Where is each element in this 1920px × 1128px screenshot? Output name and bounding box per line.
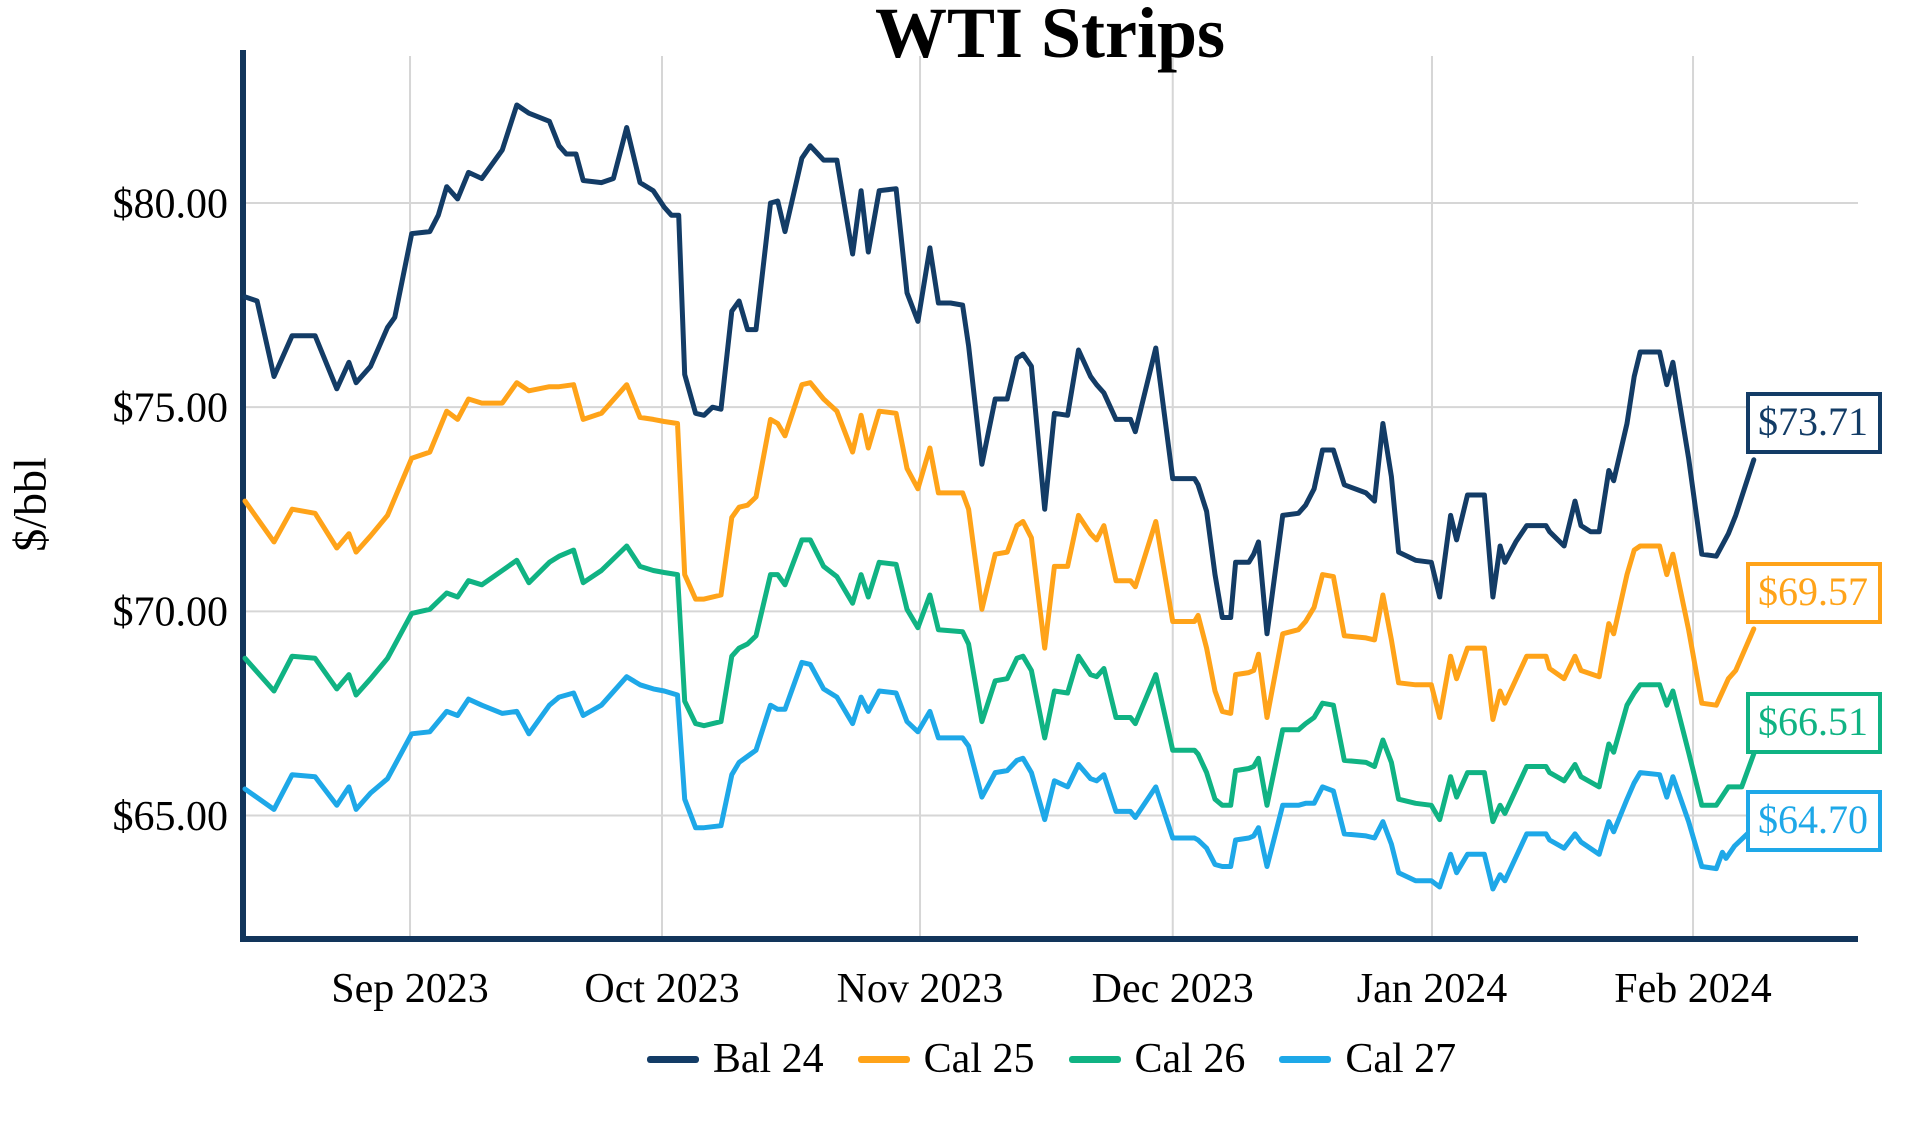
series-line-cal25 <box>242 380 1757 722</box>
legend-item-cal26: Cal 26 <box>1068 1036 1246 1082</box>
end-value-label-cal27: $64.70 <box>1746 790 1882 852</box>
legend-label-cal27: Cal 27 <box>1345 1036 1457 1082</box>
legend-label-bal24: Bal 24 <box>712 1036 824 1082</box>
end-value-label-bal24: $73.71 <box>1746 392 1882 454</box>
end-value-label-cal25: $69.57 <box>1746 562 1882 624</box>
chart-title: WTI Strips <box>874 0 1226 73</box>
end-value-label-cal26: $66.51 <box>1746 692 1882 754</box>
series-line-cal27 <box>242 659 1757 892</box>
cal27-line-swatch-icon <box>1279 1055 1332 1063</box>
legend-label-cal26: Cal 26 <box>1134 1036 1246 1082</box>
y-tick-label: $80.00 <box>113 181 229 227</box>
x-tick-label: Nov 2023 <box>837 966 1004 1012</box>
y-tick-label: $70.00 <box>113 590 229 636</box>
series-line-cal26 <box>242 537 1757 825</box>
x-tick-label: Sep 2023 <box>331 966 489 1012</box>
cal25-line-swatch-icon <box>857 1055 910 1063</box>
x-tick-label: Feb 2024 <box>1614 966 1772 1012</box>
legend-label-cal25: Cal 25 <box>923 1036 1035 1082</box>
y-tick-label: $65.00 <box>113 794 229 840</box>
series-line-bal24 <box>242 102 1757 637</box>
x-tick-label: Oct 2023 <box>584 966 739 1012</box>
x-tick-label: Dec 2023 <box>1092 966 1254 1012</box>
legend-item-cal25: Cal 25 <box>857 1036 1035 1082</box>
x-tick-label: Jan 2024 <box>1357 966 1508 1012</box>
legend-item-bal24: Bal 24 <box>646 1036 824 1082</box>
bal24-line-swatch-icon <box>646 1055 699 1063</box>
legend-item-cal27: Cal 27 <box>1279 1038 1456 1080</box>
cal26-line-swatch-icon <box>1068 1055 1121 1063</box>
legend: Bal 24 Cal 25 Cal 26 Cal 27 <box>245 1038 1858 1080</box>
y-axis-title: $/bbl <box>4 457 56 552</box>
y-tick-label: $75.00 <box>113 385 229 431</box>
